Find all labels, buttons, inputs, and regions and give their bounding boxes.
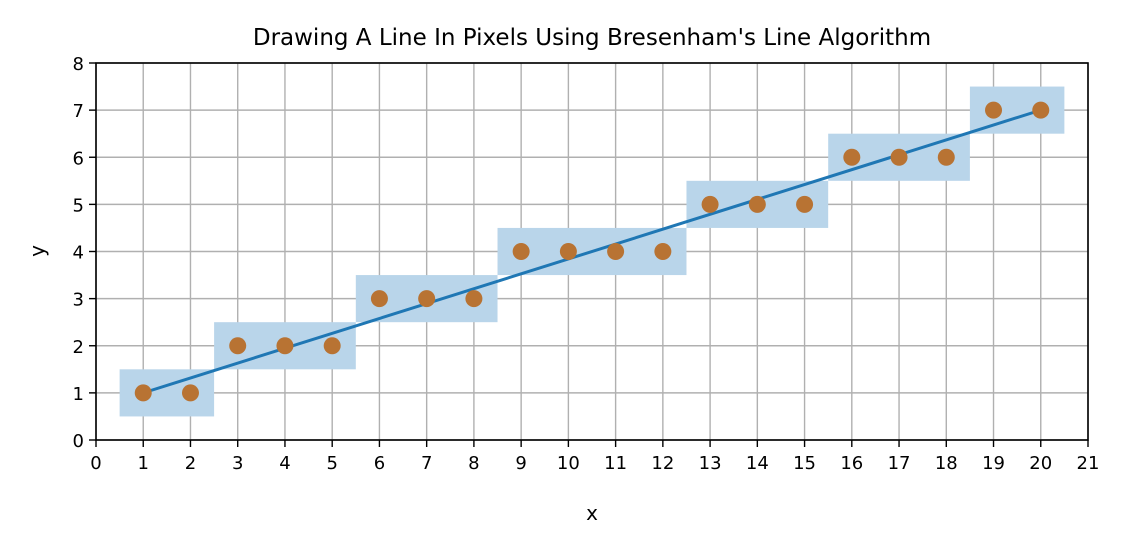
plot-area: 0 1 2 3 4 5 6 7 8 9 10 11 12 13 14 15 16 17 18 19 20 21012345… — [73, 54, 1100, 474]
x-tick-label: 8 — [468, 453, 479, 474]
x-tick-label: 7 — [421, 453, 432, 474]
y-tick-label: 4 — [73, 243, 84, 264]
pixel-point — [701, 195, 719, 213]
y-tick-label: 2 — [73, 337, 84, 358]
x-tick-label: 4 — [279, 453, 290, 474]
y-tick-label: 6 — [73, 148, 84, 169]
x-tick-label: 19 — [982, 453, 1005, 474]
x-tick-label: 6 — [374, 453, 385, 474]
pixel-point — [559, 243, 577, 260]
y-axis-label: y — [25, 245, 49, 257]
x-tick-label: 16 — [840, 453, 863, 474]
x-tick-label: 3 — [232, 453, 243, 474]
pixel-point — [1032, 101, 1050, 119]
pixel-point — [890, 148, 908, 166]
x-tick-label: 14 — [746, 453, 769, 474]
pixel-point — [229, 337, 247, 355]
x-tick-label: 15 — [793, 453, 816, 474]
pixel-point — [465, 290, 483, 308]
x-tick-label: 10 — [557, 453, 580, 474]
x-tick-label: 17 — [888, 453, 911, 474]
x-tick-label: 20 — [1029, 453, 1052, 474]
pixel-point — [370, 290, 388, 308]
x-tick-label: 21 — [1077, 453, 1100, 474]
x-tick-label: 2 — [185, 453, 196, 474]
pixel-point — [607, 243, 625, 260]
pixel-point — [843, 148, 861, 166]
y-tick-label: 5 — [73, 195, 84, 216]
x-tick-label: 5 — [326, 453, 337, 474]
chart-title: Drawing A Line In Pixels Using Bresenham… — [253, 25, 931, 51]
x-tick-label: 18 — [935, 453, 958, 474]
pixel-point — [748, 195, 766, 213]
x-tick-label: 0 — [90, 453, 101, 474]
pixel-point — [134, 384, 152, 402]
pixel-point — [418, 290, 436, 308]
pixel-point — [654, 243, 672, 260]
x-axis-label: x — [586, 501, 598, 525]
y-tick-label: 1 — [73, 384, 84, 405]
x-tick-label: 9 — [515, 453, 526, 474]
pixel-point — [937, 148, 955, 166]
x-tick-label: 13 — [699, 453, 722, 474]
pixel-point — [796, 195, 814, 213]
x-tick-label: 1 — [138, 453, 149, 474]
x-tick-label: 12 — [651, 453, 674, 474]
x-tick-label: 11 — [604, 453, 627, 474]
pixel-point — [276, 337, 294, 355]
pixel-point — [181, 384, 199, 402]
pixel-point — [512, 243, 530, 260]
y-tick-label: 0 — [73, 431, 84, 452]
y-tick-label: 8 — [73, 54, 84, 75]
pixel-point — [985, 101, 1003, 119]
y-tick-label: 7 — [73, 101, 84, 122]
pixel-point — [323, 337, 341, 355]
y-tick-label: 3 — [73, 290, 84, 311]
